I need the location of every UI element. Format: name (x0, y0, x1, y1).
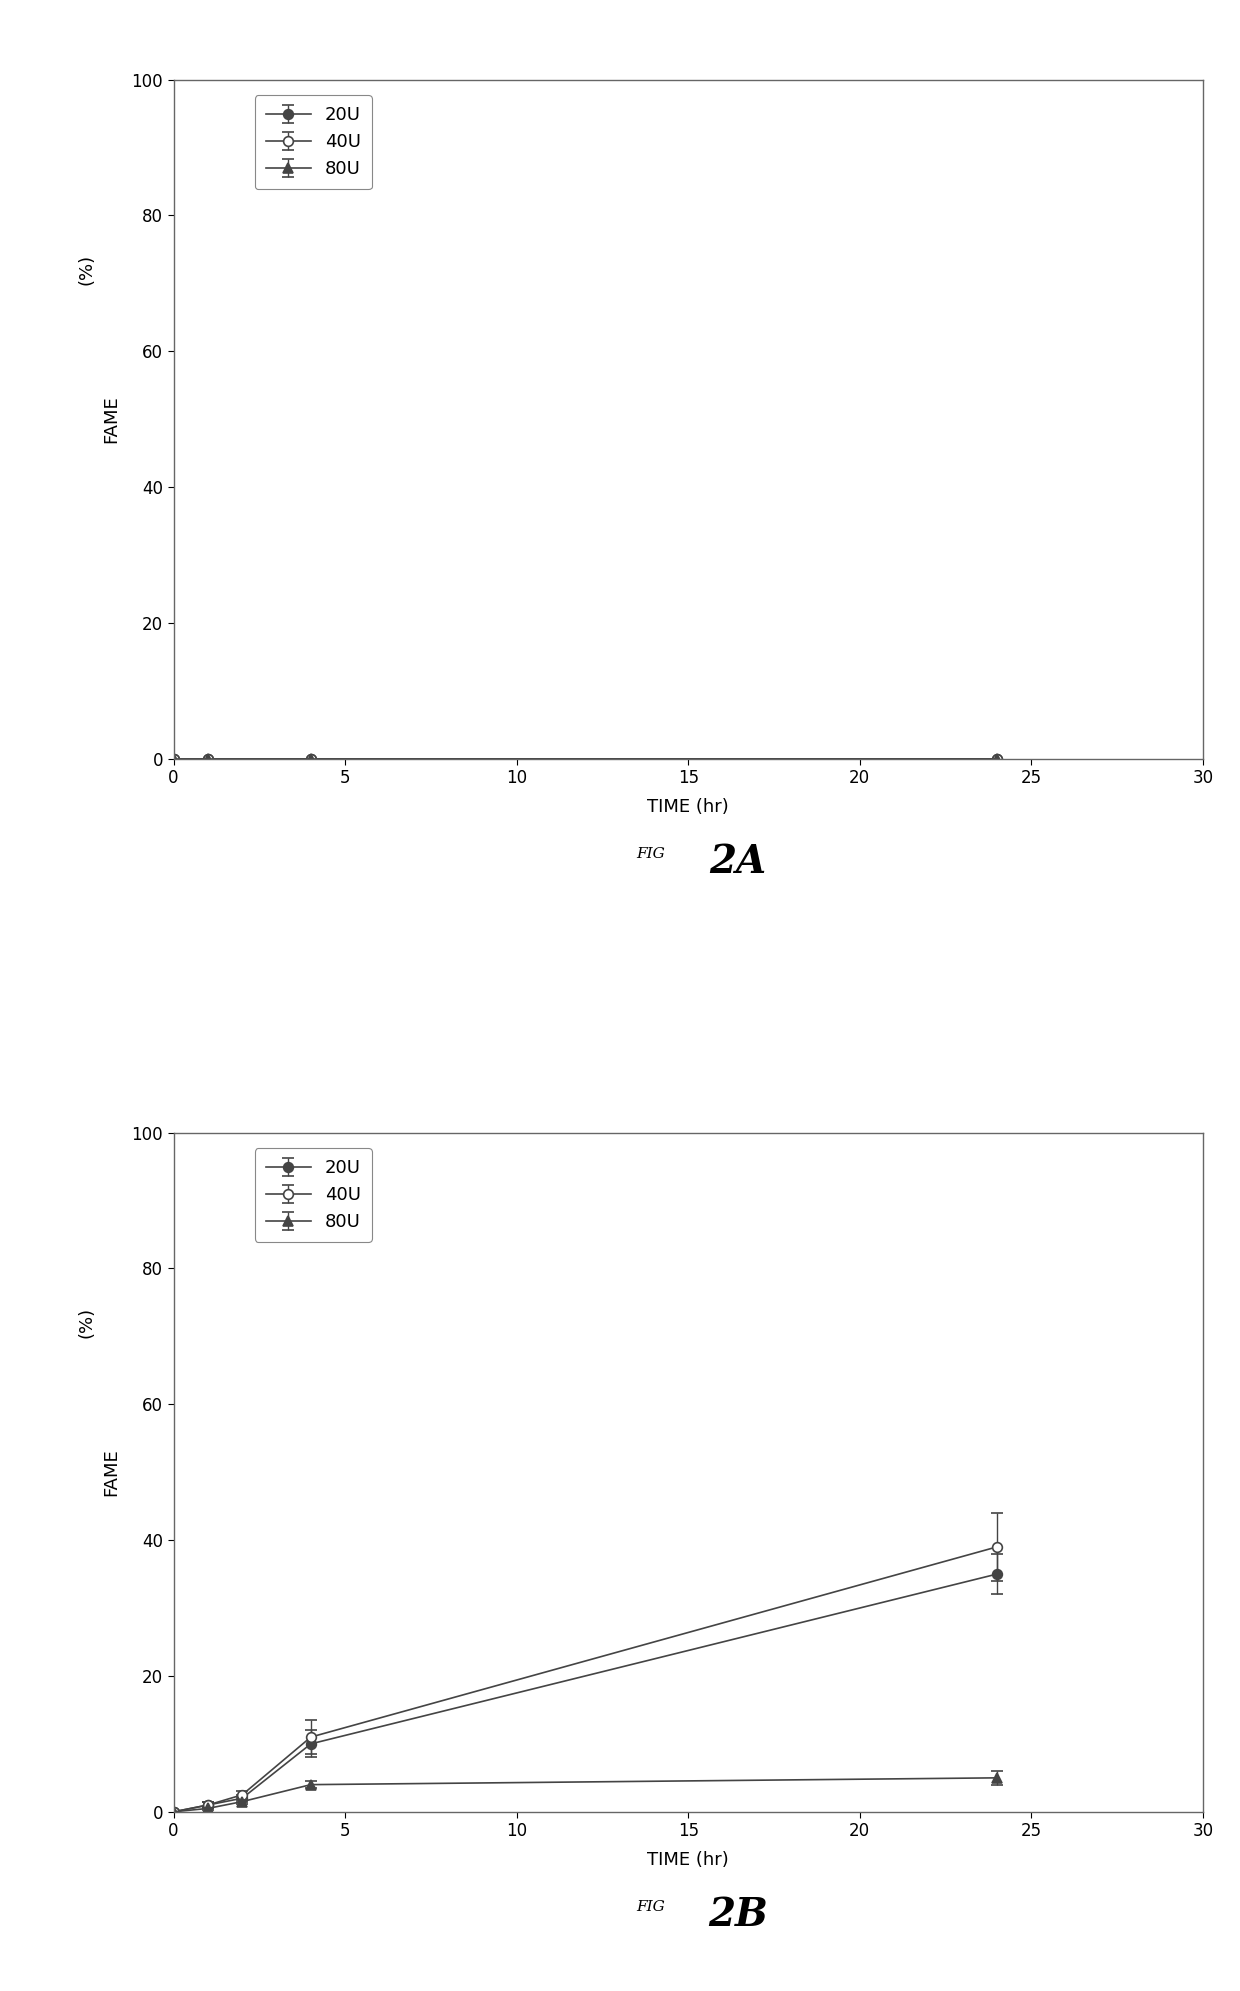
Text: FIG: FIG (636, 1899, 666, 1915)
Text: 2B: 2B (708, 1895, 768, 1935)
Text: FAME: FAME (103, 396, 120, 444)
Text: FIG: FIG (636, 848, 666, 862)
Text: FAME: FAME (103, 1447, 120, 1495)
Text: 2A: 2A (709, 844, 766, 882)
X-axis label: TIME (hr): TIME (hr) (647, 1852, 729, 1870)
X-axis label: TIME (hr): TIME (hr) (647, 798, 729, 816)
Legend: 20U, 40U, 80U: 20U, 40U, 80U (254, 96, 372, 189)
Text: (%): (%) (78, 1308, 95, 1338)
Legend: 20U, 40U, 80U: 20U, 40U, 80U (254, 1149, 372, 1242)
Text: (%): (%) (78, 255, 95, 285)
